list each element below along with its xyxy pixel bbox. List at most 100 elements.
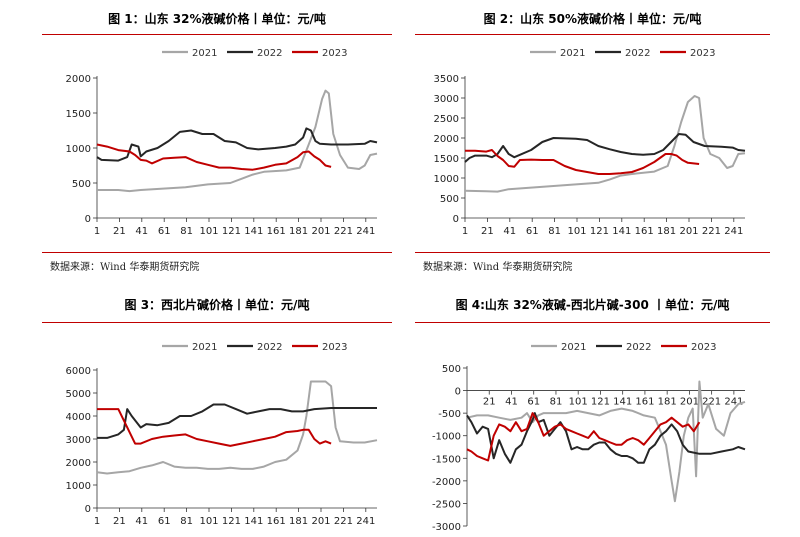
legend-label-2021: 2021 xyxy=(192,342,217,353)
x-tick-label: 41 xyxy=(135,226,148,237)
x-tick-label: 201 xyxy=(311,226,330,237)
chart-4: 2021 2022 2023 -3000 -2500 -2000 -1500 -1000 -50… xyxy=(432,342,746,533)
legend-label-2022: 2022 xyxy=(257,342,282,353)
x-tick-label: 161 xyxy=(267,516,286,527)
y-tick-label: 2500 xyxy=(434,114,459,125)
panel-1-source: 数据来源：Wind 华泰期货研究院 xyxy=(50,262,200,273)
y-tick-label: 4000 xyxy=(66,412,91,423)
panel-3-title: 图 3：西北片碱价格丨单位：元/吨 xyxy=(124,298,310,312)
x-tick-label: 121 xyxy=(591,397,610,408)
series-line-2023 xyxy=(466,412,701,462)
x-tick-label: 241 xyxy=(724,226,743,237)
legend-label-2021: 2021 xyxy=(561,342,586,353)
panel-2-title: 图 2：山东 50%液碱价格丨单位：元/吨 xyxy=(483,12,702,26)
x-tick-label: 241 xyxy=(356,516,375,527)
x-tick-label: 201 xyxy=(311,516,330,527)
y-tick-label: 2000 xyxy=(66,74,91,85)
x-tick-label: 41 xyxy=(503,226,516,237)
x-tick-label: 161 xyxy=(635,397,654,408)
panel-1-bottom-rule xyxy=(42,252,392,253)
x-tick-label: 81 xyxy=(180,226,193,237)
x-tick-label: 121 xyxy=(222,226,241,237)
x-tick-label: 181 xyxy=(289,226,308,237)
x-tick-label: 61 xyxy=(527,397,540,408)
series-line-2022 xyxy=(97,403,377,439)
legend: 2021 2022 2023 xyxy=(162,342,347,353)
y-tick-label: 500 xyxy=(72,179,91,190)
x-tick-label: 221 xyxy=(334,516,353,527)
panel-3-top-rule xyxy=(42,322,392,323)
x-tick-label: 21 xyxy=(483,397,496,408)
y-tick-label: 5000 xyxy=(66,389,91,400)
x-tick-label: 101 xyxy=(199,226,218,237)
x-tick-label: 141 xyxy=(244,226,263,237)
y-tick-label: 0 xyxy=(453,214,459,225)
y-tick-label: -500 xyxy=(438,409,461,420)
legend: 2021 2022 2023 xyxy=(531,342,716,353)
y-tick-label: 0 xyxy=(85,214,91,225)
x-tick-label: 81 xyxy=(180,516,193,527)
y-tick-label: -2500 xyxy=(432,499,461,510)
x-tick-label: 21 xyxy=(113,516,126,527)
y-tick-label: 6000 xyxy=(66,366,91,377)
legend-label-2023: 2023 xyxy=(690,48,715,59)
panel-2: 图 2：山东 50%液碱价格丨单位：元/吨 数据来源：Wind 华泰期货研究院 xyxy=(415,10,770,280)
legend-label-2023: 2023 xyxy=(322,48,347,59)
legend: 2021 2022 2023 xyxy=(530,48,715,59)
x-tick-label: 21 xyxy=(113,226,126,237)
y-tick-label: 1000 xyxy=(66,144,91,155)
legend-label-2021: 2021 xyxy=(560,48,585,59)
y-tick-label: 3000 xyxy=(434,94,459,105)
panel-4-title: 图 4:山东 32%液碱-西北片碱-300 丨单位：元/吨 xyxy=(455,298,730,312)
panel-1-top-rule xyxy=(42,34,392,35)
legend-label-2023: 2023 xyxy=(322,342,347,353)
x-tick-label: 101 xyxy=(567,226,586,237)
y-tick-label: -1000 xyxy=(432,432,461,443)
x-tick-label: 201 xyxy=(679,226,698,237)
legend-label-2022: 2022 xyxy=(626,342,651,353)
x-tick-label: 241 xyxy=(356,226,375,237)
panel-2-source: 数据来源：Wind 华泰期货研究院 xyxy=(423,262,573,273)
y-tick-label: 1000 xyxy=(66,481,91,492)
x-tick-label: 41 xyxy=(505,397,518,408)
x-tick-label: 181 xyxy=(289,516,308,527)
x-tick-label: 81 xyxy=(548,226,561,237)
x-tick-label: 21 xyxy=(481,226,494,237)
x-tick-label: 1 xyxy=(94,226,100,237)
x-tick-label: 101 xyxy=(569,397,588,408)
x-tick-label: 41 xyxy=(135,516,148,527)
x-tick-label: 141 xyxy=(613,397,632,408)
series-line-2021 xyxy=(97,89,378,193)
series-line-2022 xyxy=(464,133,746,163)
panel-1: 图 1：山东 32%液碱价格丨单位：元/吨 数据来源：Wind 华泰期货研究院 xyxy=(42,10,392,280)
x-tick-label: 161 xyxy=(267,226,286,237)
y-tick-label: 3000 xyxy=(66,435,91,446)
series-line-2021 xyxy=(96,380,378,475)
x-tick-label: 141 xyxy=(244,516,263,527)
x-tick-label: 181 xyxy=(657,226,676,237)
series-line-2023 xyxy=(97,408,332,447)
panel-2-bottom-rule xyxy=(415,252,770,253)
legend-label-2022: 2022 xyxy=(625,48,650,59)
x-tick-label: 221 xyxy=(334,226,353,237)
legend-label-2021: 2021 xyxy=(192,48,217,59)
x-tick-label: 61 xyxy=(158,516,171,527)
y-tick-label: 2000 xyxy=(66,458,91,469)
panel-2-top-rule xyxy=(415,34,770,35)
y-tick-label: 0 xyxy=(455,387,461,398)
series-line-2021 xyxy=(466,380,746,503)
y-tick-label: 500 xyxy=(442,364,461,375)
x-tick-label: 1 xyxy=(462,226,468,237)
series-line-2022 xyxy=(466,412,746,464)
y-tick-label: 3500 xyxy=(434,74,459,85)
panel-4-top-rule xyxy=(415,322,770,323)
y-tick-label: -3000 xyxy=(432,522,461,533)
y-tick-label: 500 xyxy=(440,194,459,205)
x-tick-label: 121 xyxy=(222,516,241,527)
series-line-2021 xyxy=(464,95,746,193)
legend-label-2022: 2022 xyxy=(257,48,282,59)
y-tick-label: 1500 xyxy=(434,154,459,165)
legend-label-2023: 2023 xyxy=(691,342,716,353)
